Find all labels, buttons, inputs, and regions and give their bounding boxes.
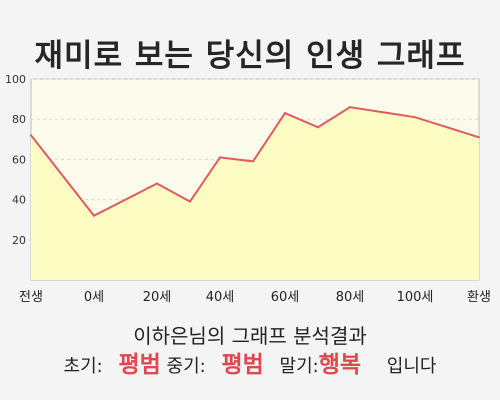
y-tick-label: 100 [5,73,26,86]
area-fill [31,107,479,280]
y-tick-label: 60 [12,153,26,166]
data-points [30,106,480,217]
data-point [317,126,319,129]
page-title: 재미로 보는 당신의 인생 그래프 [34,38,466,74]
x-tick-label: 20세 [143,290,172,305]
data-point [219,156,221,159]
middle-value: 평범 [221,352,264,378]
middle-label: 중기: [166,356,206,377]
data-point [414,116,416,119]
early-value: 평범 [118,352,161,378]
x-axis-ticks: 전생 0세 20세 40세 60세 80세 100세 환생 [19,290,491,305]
x-tick-label: 80세 [336,290,365,305]
data-point [156,182,158,185]
x-tick-label: 0세 [84,290,104,305]
suffix-text: 입니다 [386,356,437,377]
late-value: 행복 [318,352,362,378]
data-point [478,136,480,139]
x-tick-label: 100세 [397,290,434,305]
x-tick-label: 60세 [271,290,300,305]
data-point [30,134,32,137]
y-tick-label: 20 [12,234,26,247]
early-label: 초기: [63,356,103,377]
x-tick-label: 40세 [206,290,235,305]
y-tick-label: 40 [12,194,26,207]
result-title: 이하은님의 그래프 분석결과 [133,324,367,348]
data-point [93,214,95,217]
result-summary: 초기: 평범 중기: 평범 말기:행복 입니다 [0,345,500,379]
data-point [189,200,191,203]
y-axis-ticks: 20 40 60 80 100 [5,73,26,247]
y-tick-label: 80 [12,113,26,126]
late-label: 말기: [279,356,319,377]
data-point [349,106,351,109]
x-tick-label: 전생 [19,290,43,305]
data-point [284,112,286,115]
data-point [252,160,254,163]
x-tick-label: 환생 [467,290,491,305]
